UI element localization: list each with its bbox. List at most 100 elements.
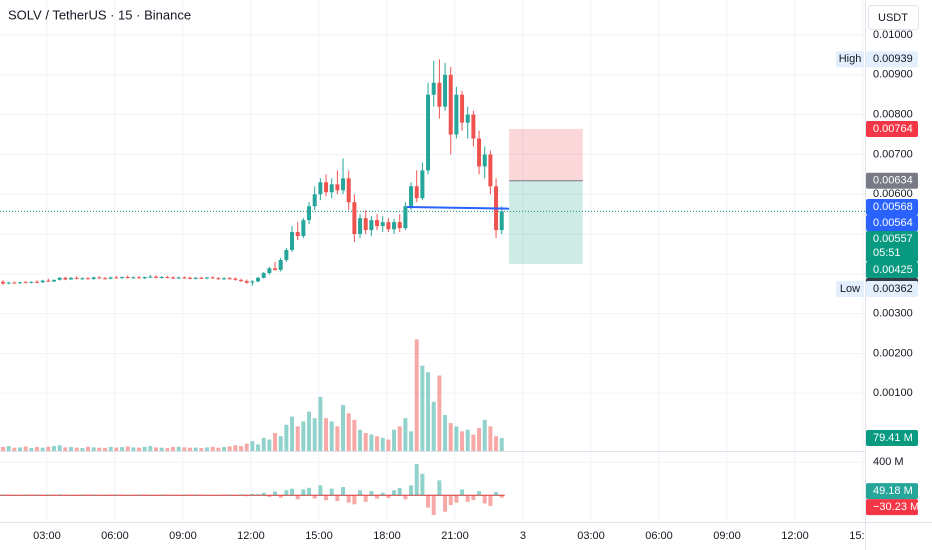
- osc-bar: [324, 495, 329, 501]
- candle-body: [18, 282, 23, 284]
- osc-bar: [182, 494, 187, 496]
- price-badge: [866, 230, 918, 262]
- osc-bar: [301, 489, 306, 496]
- volume-bar: [165, 448, 170, 451]
- volume-bar: [448, 423, 453, 451]
- candle-body: [52, 279, 57, 282]
- volume-bar: [188, 447, 193, 451]
- osc-bar: [239, 494, 244, 496]
- candle-body: [199, 277, 204, 279]
- volume-bar: [23, 446, 28, 451]
- osc-bar: [284, 490, 289, 496]
- osc-bar: [369, 491, 374, 496]
- osc-bar: [137, 494, 142, 496]
- price-badge: [866, 499, 918, 516]
- osc-bar: [375, 495, 380, 499]
- osc-bar: [290, 488, 295, 496]
- candle-body: [358, 218, 363, 235]
- candle-body: [40, 280, 45, 283]
- osc-bar: [273, 491, 278, 496]
- osc-bar: [352, 495, 357, 505]
- volume-bar: [63, 447, 68, 451]
- trend-line: [407, 205, 510, 210]
- volume-bar: [1, 446, 6, 451]
- candle-body: [80, 278, 85, 280]
- volume-bar: [250, 441, 255, 451]
- volume-bar: [233, 445, 238, 451]
- candle-body: [448, 74, 453, 135]
- volume-bar: [193, 447, 198, 451]
- volume-bar: [114, 447, 119, 451]
- osc-bar: [335, 495, 340, 501]
- candle-body: [137, 277, 142, 279]
- symbol-title: SOLV / TetherUS · 15 · Binance: [8, 7, 191, 22]
- candle-body: [312, 194, 317, 207]
- candle-body: [46, 280, 51, 282]
- candle-body: [273, 268, 278, 270]
- candle-body: [335, 184, 340, 191]
- volume-bar: [239, 446, 244, 451]
- osc-bar: [114, 494, 119, 496]
- osc-bar: [154, 495, 159, 496]
- osc-bar: [295, 495, 300, 500]
- price-badge: [866, 51, 918, 68]
- candle-body: [1, 281, 6, 284]
- volume-bar: [273, 432, 278, 451]
- osc-bar: [426, 495, 431, 508]
- volume-bar: [324, 418, 329, 451]
- candle-body: [131, 277, 136, 279]
- candle-body: [142, 277, 147, 279]
- volume-bar: [431, 401, 436, 451]
- price-badge-label: 0.00564: [873, 217, 913, 229]
- volume-bar: [29, 448, 34, 451]
- osc-bar: [227, 494, 232, 496]
- price-badge: [866, 198, 918, 215]
- x-tick-label: 15:00: [305, 530, 333, 542]
- volume-bar: [222, 447, 227, 451]
- candle-body: [193, 277, 198, 279]
- candle-body: [267, 268, 272, 274]
- candle-body: [165, 277, 170, 279]
- candle-body: [420, 170, 425, 199]
- price-badge-label: 0.00634: [873, 175, 913, 187]
- price-badge-label: 0.00568: [873, 201, 913, 213]
- osc-bar: [460, 489, 465, 496]
- candle-body: [341, 178, 346, 191]
- volume-bar: [210, 446, 215, 451]
- currency-button[interactable]: [868, 5, 919, 30]
- time-axis: 03:00 06:00 09:00 12:00 15:00 18:00 21:00 3 03:0…: [33, 530, 865, 542]
- volume-bar: [329, 421, 334, 451]
- candle-body: [154, 276, 159, 278]
- candle-body: [403, 206, 408, 229]
- candle-body: [233, 278, 238, 280]
- candle-body: [63, 277, 68, 280]
- candle-body: [120, 277, 125, 279]
- currency-label[interactable]: USDT: [878, 12, 908, 24]
- x-tick-label: 12:00: [781, 530, 809, 542]
- volume-bar: [74, 447, 79, 451]
- candle-body: [443, 74, 448, 107]
- volume-bar: [176, 446, 181, 451]
- candle-body: [386, 222, 391, 230]
- volume-bar: [443, 414, 448, 451]
- volume-bar: [216, 447, 221, 451]
- candle-body: [114, 277, 119, 279]
- candle-body: [465, 114, 470, 123]
- candle-body: [244, 281, 249, 283]
- osc-bar: [431, 495, 436, 515]
- price-badge-label: 0.00362: [873, 283, 913, 295]
- osc-bar: [250, 494, 255, 496]
- volume-bar: [307, 411, 312, 451]
- volume-bar: [471, 434, 476, 451]
- volume-bar: [86, 446, 91, 451]
- osc-bar: [403, 495, 408, 500]
- candle-body: [477, 138, 482, 167]
- volume-bar: [148, 446, 153, 451]
- volume-bar: [290, 416, 295, 451]
- osc-bar: [482, 495, 487, 504]
- candle-body: [23, 282, 28, 284]
- x-tick-label: 09:00: [713, 530, 741, 542]
- grid: [0, 0, 865, 522]
- volume-bar: [80, 448, 85, 451]
- candle-body: [125, 277, 130, 279]
